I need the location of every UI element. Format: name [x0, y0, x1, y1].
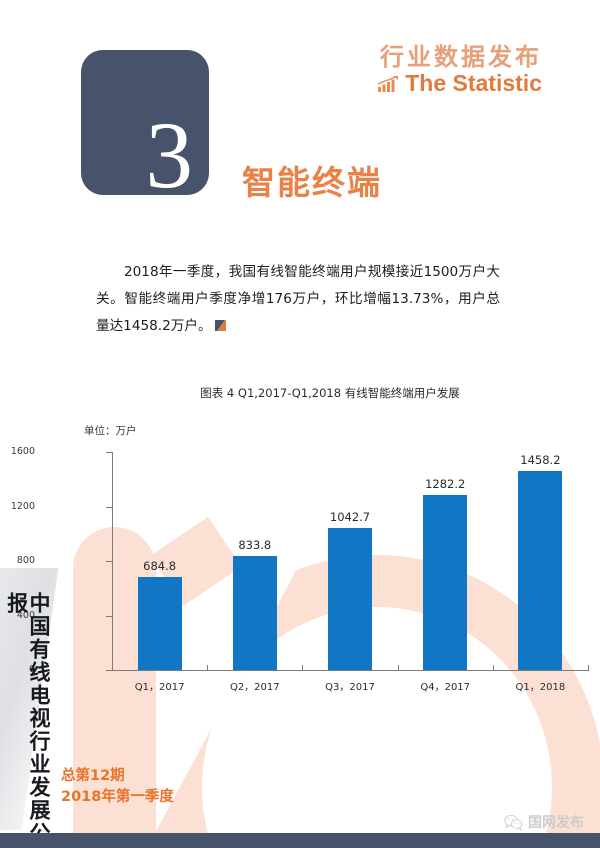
x-axis-tick — [302, 665, 304, 671]
y-axis-tick — [106, 670, 113, 671]
y-axis-tick-label: 0 — [28, 664, 35, 675]
y-axis-tick-label: 1600 — [10, 446, 35, 457]
bar — [137, 576, 182, 670]
brand-block: 行业数据发布 The Statistic — [377, 44, 542, 95]
page-title: 智能终端 — [242, 163, 382, 202]
y-axis-tick — [106, 506, 113, 508]
y-axis-tick-label: 1200 — [10, 500, 35, 512]
brand-title-cn: 行业数据发布 — [380, 43, 542, 71]
x-axis-category-label: Q4，2017 — [420, 682, 471, 693]
bar-chart: 0 400 800 1200 1600 684.8 Q1，2017 833.8 Q2，2017 1… — [11, 446, 589, 696]
bar-group: 1458.2 — [492, 452, 588, 670]
brand-title-en: The Statistic — [405, 70, 542, 97]
bar-group: 833.8 — [207, 452, 303, 670]
wechat-icon — [504, 814, 523, 831]
x-axis-tick — [492, 665, 494, 671]
paragraph-text: 2018年一季度，我国有线智能终端用户规模接近1500万户大关。智能终端用户季度… — [96, 264, 500, 335]
x-axis-tick — [207, 665, 209, 671]
bar — [423, 495, 468, 670]
y-axis-tick — [106, 452, 113, 453]
x-axis-category-label: Q2，2017 — [229, 682, 280, 693]
body-paragraph: 2018年一季度，我国有线智能终端用户规模接近1500万户大关。智能终端用户季度… — [96, 259, 500, 341]
section-number: 3 — [145, 102, 194, 208]
vertical-publication-title: 中国有线电视行业发展公报 — [4, 592, 51, 845]
bar-group: 684.8 — [112, 452, 208, 670]
y-axis-tick-label: 800 — [16, 555, 35, 566]
end-mark-icon — [214, 320, 226, 332]
section-number-box: 3 — [81, 50, 209, 203]
bar-value-label: 833.8 — [238, 538, 272, 553]
bar-value-label: 684.8 — [143, 558, 177, 573]
x-axis-tick — [588, 665, 589, 671]
chart-title: 图表 4 Q1,2017-Q1,2018 有线智能终端用户发展 — [200, 386, 460, 400]
y-axis-tick — [106, 561, 113, 562]
y-axis-tick — [106, 615, 113, 617]
bar — [328, 527, 372, 670]
bar-value-label: 1458.2 — [520, 453, 561, 468]
x-axis-category-label: Q1，2018 — [515, 682, 566, 693]
bar-value-label: 1042.7 — [329, 509, 371, 524]
x-axis-category-label: Q1，2017 — [134, 682, 185, 693]
bottom-bar — [0, 833, 600, 848]
chart-unit-label: 单位：万户 — [84, 425, 137, 437]
issue-period: 2018年第一季度 — [61, 789, 174, 806]
watermark: 国网发布 — [504, 812, 584, 832]
watermark-label: 国网发布 — [528, 815, 584, 831]
bar — [518, 471, 563, 670]
bar-value-label: 1282.2 — [425, 477, 466, 492]
bar — [232, 556, 277, 670]
bar-group: 1042.7 — [302, 452, 398, 670]
bar-chart-icon — [377, 75, 399, 93]
issue-info: 总第12期 2018年第一季度 — [61, 766, 174, 808]
x-axis-category-label: Q3，2017 — [325, 682, 375, 693]
bar-group: 1282.2 — [397, 452, 493, 670]
x-axis-tick — [397, 665, 399, 671]
issue-number: 总第12期 — [61, 768, 125, 784]
x-axis — [112, 670, 588, 671]
y-axis-tick-label: 400 — [16, 609, 35, 621]
